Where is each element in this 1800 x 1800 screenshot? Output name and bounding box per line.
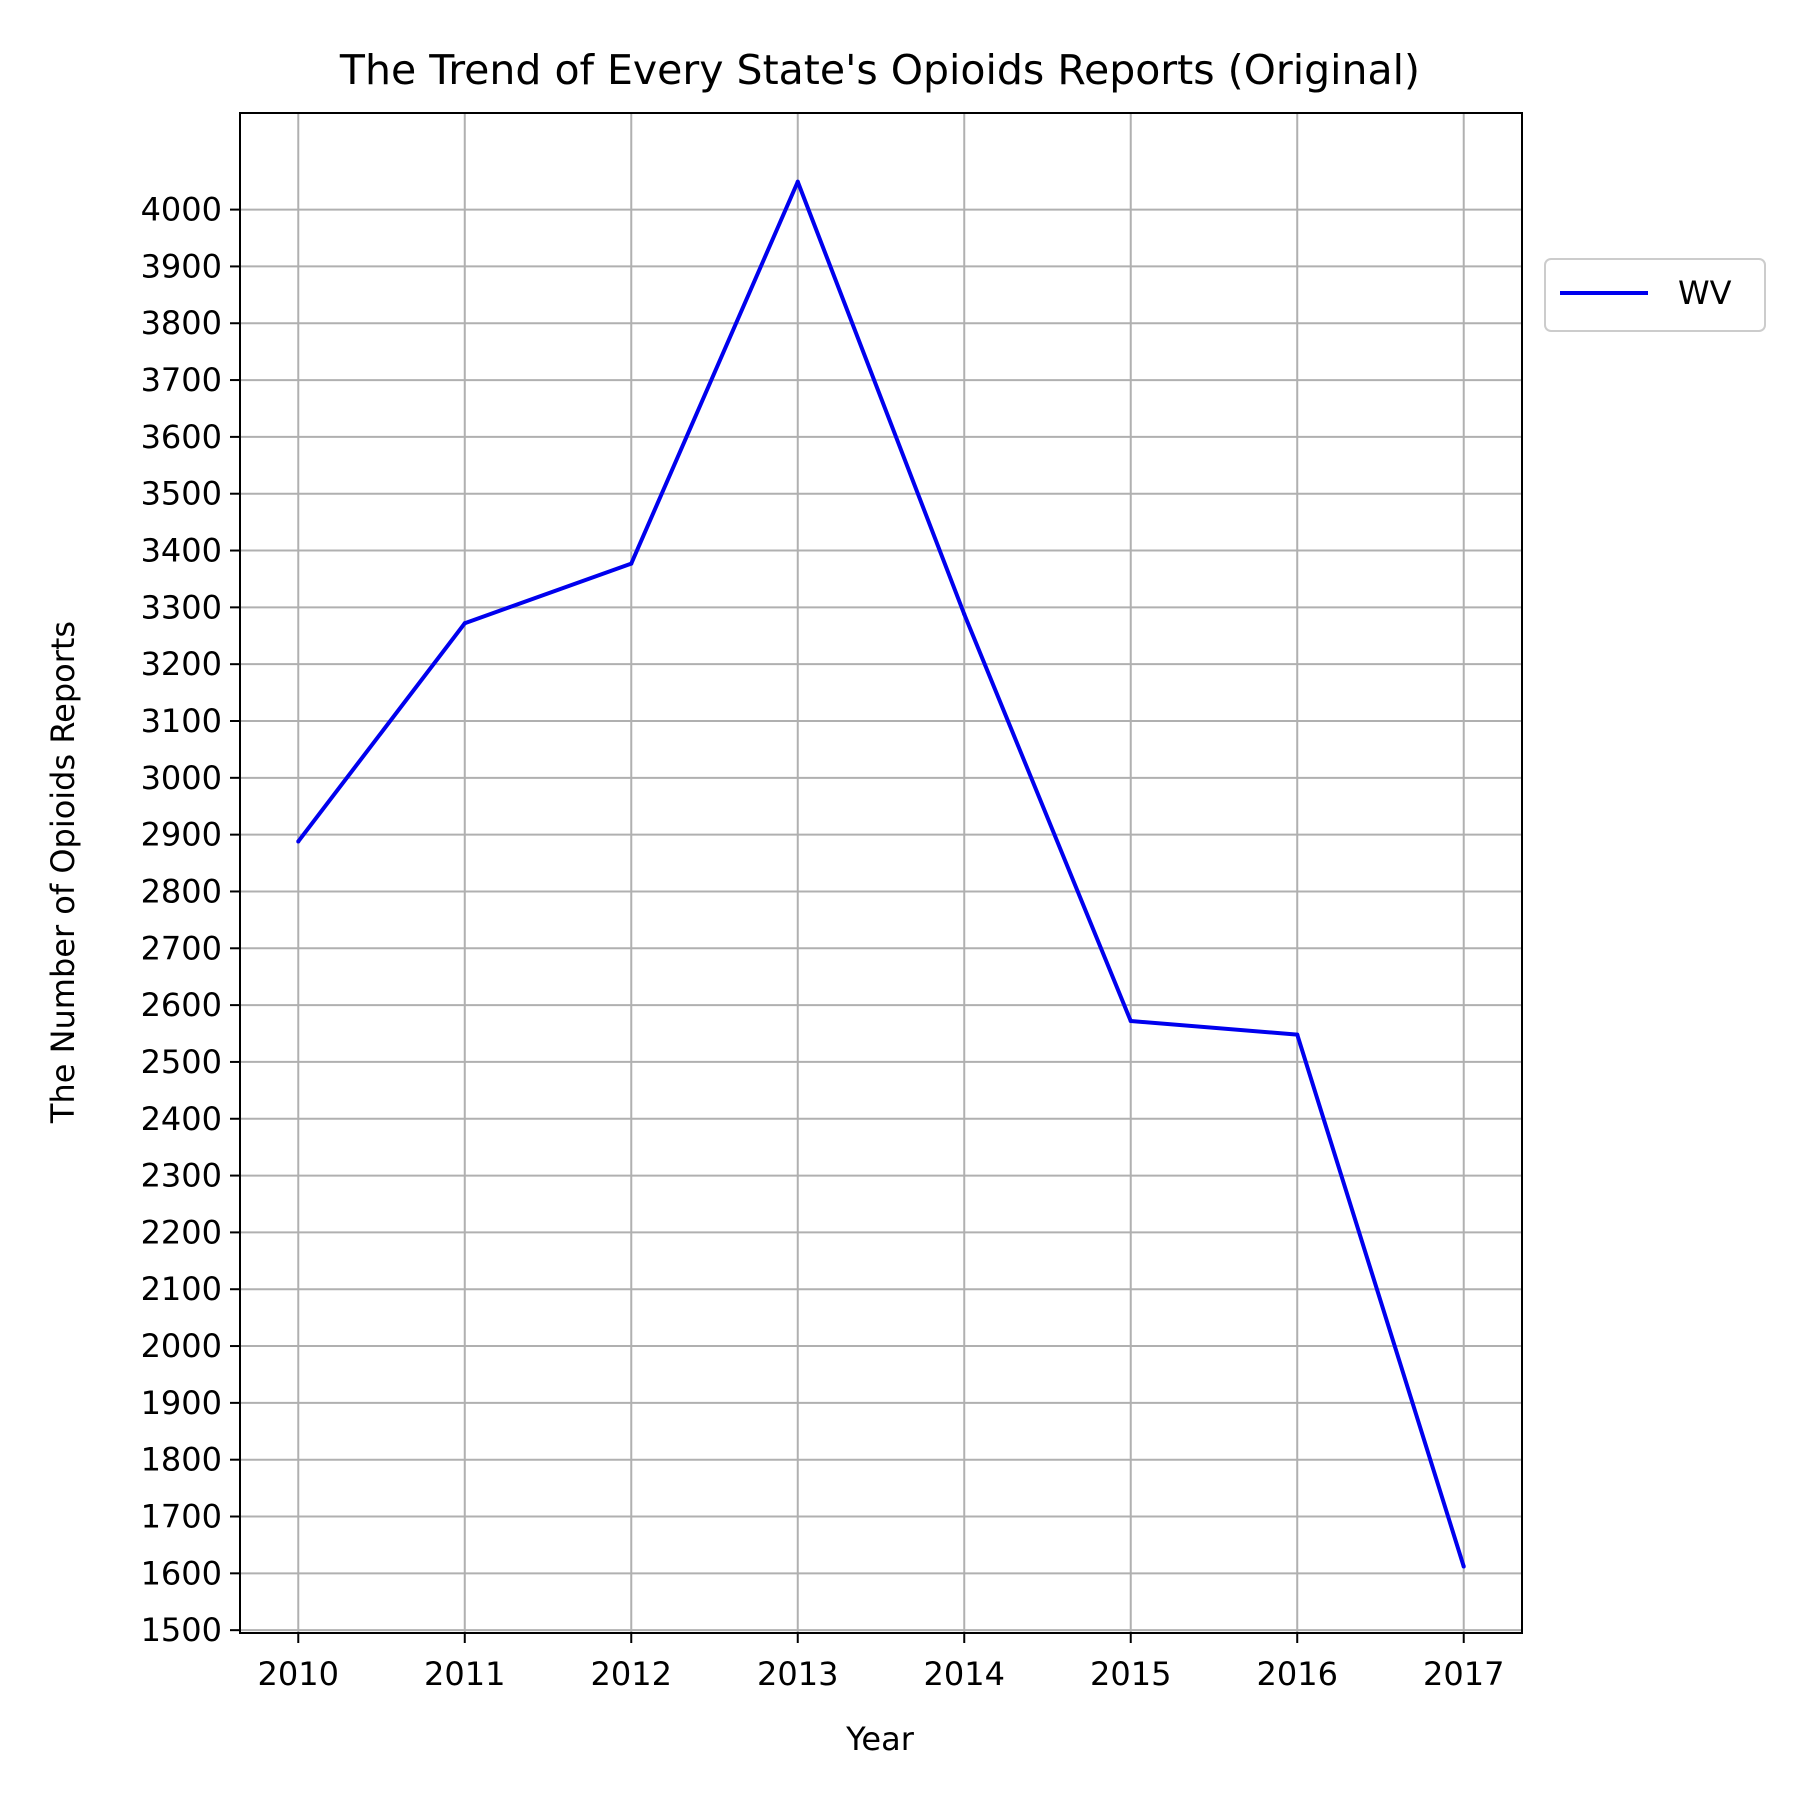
y-tick-label: 3400 [141, 532, 222, 570]
data-point [1461, 1564, 1466, 1569]
x-tick-label: 2014 [924, 1655, 1005, 1693]
y-tick-label: 2400 [141, 1100, 222, 1138]
y-tick-label: 2500 [141, 1043, 222, 1081]
y-tick-label: 3000 [141, 759, 222, 797]
series-layer [296, 179, 1466, 1569]
x-tick-label: 2013 [757, 1655, 838, 1693]
y-tick-label: 1800 [141, 1441, 222, 1479]
grid-layer [240, 113, 1522, 1633]
y-tick-label: 3100 [141, 702, 222, 740]
chart-title: The Trend of Every State's Opioids Repor… [339, 46, 1420, 94]
x-tick-label: 2015 [1090, 1655, 1171, 1693]
y-tick-label: 4000 [141, 191, 222, 229]
plot-frame [239, 112, 1523, 1634]
y-tick-label: 3700 [141, 361, 222, 399]
y-tick-label: 2000 [141, 1327, 222, 1365]
y-tick-label: 2200 [141, 1213, 222, 1251]
y-tick-label: 2900 [141, 816, 222, 854]
y-tick-label: 3200 [141, 645, 222, 683]
y-tick-label: 3600 [141, 418, 222, 456]
legend-box [1544, 258, 1766, 332]
x-tick-label: 2012 [591, 1655, 672, 1693]
data-point [296, 839, 301, 844]
y-tick-label: 1600 [141, 1554, 222, 1592]
data-point [795, 179, 800, 184]
data-point [1295, 1032, 1300, 1037]
y-tick-label: 1900 [141, 1384, 222, 1422]
data-point [629, 561, 634, 566]
data-point [1128, 1019, 1133, 1024]
y-tick-label: 2100 [141, 1270, 222, 1308]
y-axis-label: The Number of Opioids Reports [44, 621, 82, 1124]
y-tick-label: 1500 [141, 1611, 222, 1649]
legend: WV [1544, 258, 1766, 332]
data-point [962, 612, 967, 617]
x-tick-label: 2011 [424, 1655, 505, 1693]
x-tick-label: 2017 [1423, 1655, 1504, 1693]
ticks-layer: 2010 2011 2012 2013 2014 2015 2016 2017 1500 1600… [141, 191, 1505, 1693]
y-tick-label: 3500 [141, 475, 222, 513]
y-tick-label: 3800 [141, 304, 222, 342]
series-line-wv [296, 179, 1466, 1568]
y-tick-label: 2600 [141, 986, 222, 1024]
x-tick-label: 2010 [258, 1655, 339, 1693]
y-tick-label: 3300 [141, 588, 222, 626]
y-tick-label: 3900 [141, 247, 222, 285]
y-tick-label: 2800 [141, 872, 222, 910]
y-tick-label: 2700 [141, 929, 222, 967]
x-axis-label: Year [845, 1720, 915, 1758]
y-tick-label: 1700 [141, 1498, 222, 1536]
legend-label: WV [1678, 274, 1732, 312]
y-tick-label: 2300 [141, 1157, 222, 1195]
data-point [462, 621, 467, 626]
x-tick-label: 2016 [1257, 1655, 1338, 1693]
